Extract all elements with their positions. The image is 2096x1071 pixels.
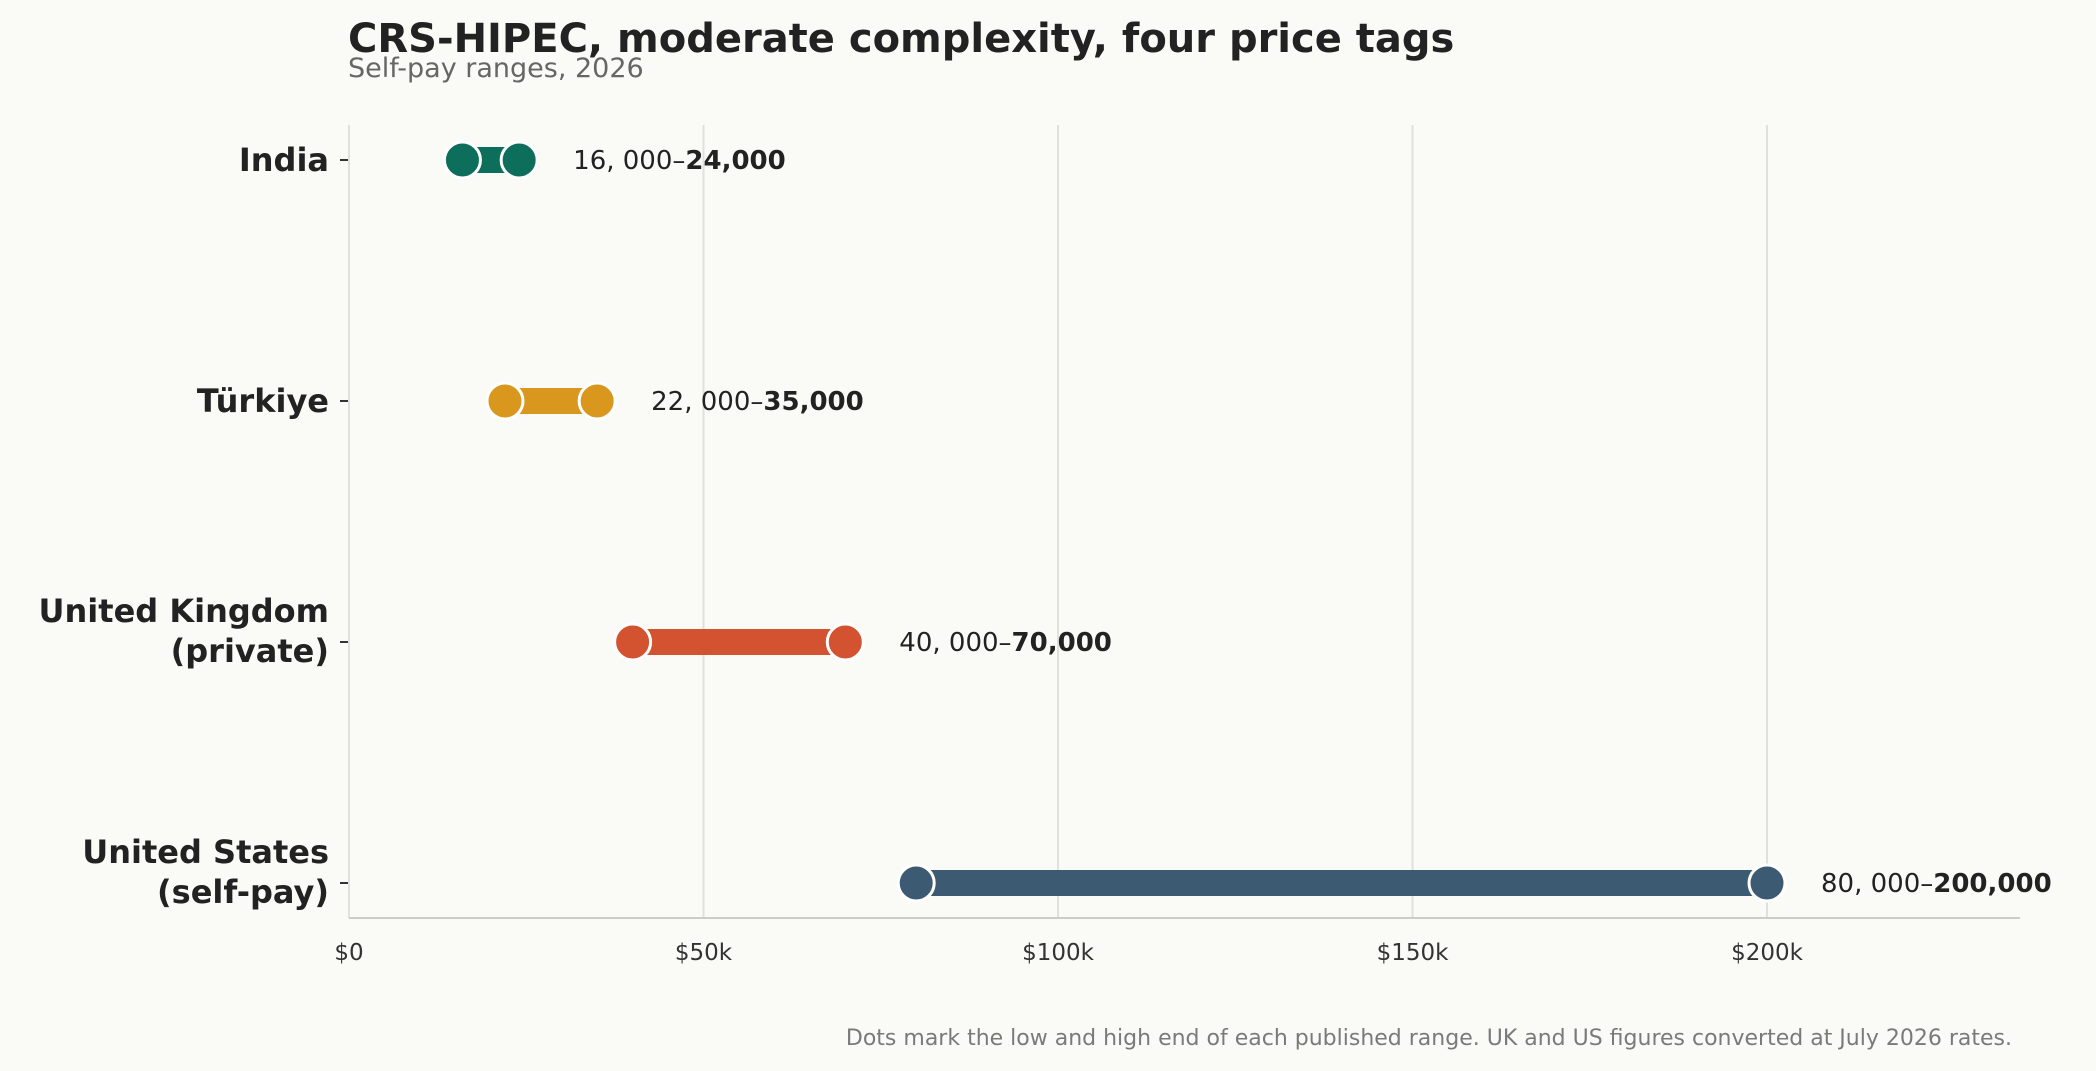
x-tick-label: $150k bbox=[1377, 940, 1450, 966]
category-label: United States (self-pay) bbox=[82, 833, 329, 911]
chart-footnote: Dots mark the low and high end of each p… bbox=[846, 1026, 2012, 1051]
low-dot bbox=[896, 863, 936, 903]
low-dot bbox=[485, 381, 525, 421]
range-value-label: 16, 000–24,000 bbox=[573, 146, 786, 176]
range-value-label: 80, 000–200,000 bbox=[1821, 869, 2052, 899]
x-tick-label: $100k bbox=[1022, 940, 1095, 966]
category-label: Türkiye bbox=[197, 382, 329, 420]
category-label: India bbox=[239, 141, 329, 179]
high-dot bbox=[1747, 863, 1787, 903]
grid-lines bbox=[348, 125, 1768, 918]
data-rows: India 16, 000–24,000 Türkiye 22, 000–35,000… bbox=[39, 140, 2052, 911]
row-united-states: United States (self-pay) 80, 000–200,000 bbox=[82, 833, 2051, 911]
high-dot bbox=[825, 622, 865, 662]
chart-title: CRS-HIPEC, moderate complexity, four pri… bbox=[348, 16, 1454, 62]
x-tick-label: $0 bbox=[334, 940, 363, 966]
high-dot bbox=[499, 140, 539, 180]
low-dot bbox=[613, 622, 653, 662]
low-dot bbox=[442, 140, 482, 180]
category-label: United Kingdom (private) bbox=[39, 592, 329, 670]
x-tick-label: $200k bbox=[1731, 940, 1804, 966]
axes: $0 $50k $100k $150k $200k bbox=[334, 917, 2020, 966]
row-t-rkiye: Türkiye 22, 000–35,000 bbox=[197, 381, 864, 421]
row-india: India 16, 000–24,000 bbox=[239, 140, 786, 180]
range-value-label: 40, 000–70,000 bbox=[899, 628, 1112, 658]
chart-subtitle: Self-pay ranges, 2026 bbox=[348, 53, 644, 84]
x-tick-label: $50k bbox=[675, 940, 733, 966]
high-dot bbox=[577, 381, 617, 421]
range-value-label: 22, 000–35,000 bbox=[651, 387, 864, 417]
row-united-kingdom: United Kingdom (private) 40, 000–70,000 bbox=[39, 592, 1112, 670]
